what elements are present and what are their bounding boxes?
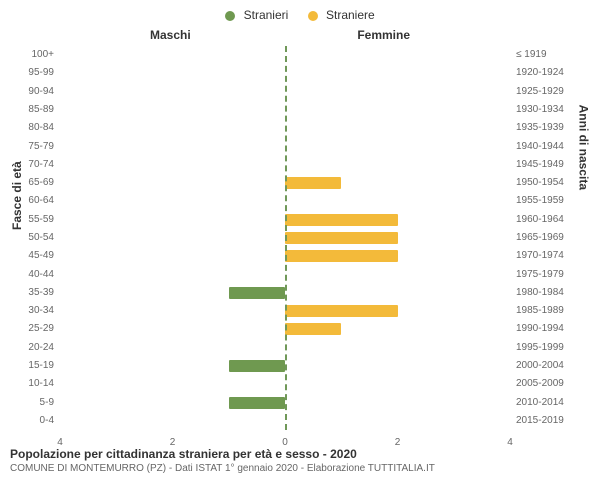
bar-male bbox=[229, 360, 285, 372]
y-tick-birth: 1955-1959 bbox=[510, 196, 596, 206]
y-tick-age: 15-19 bbox=[8, 361, 60, 371]
y-tick-age: 80-84 bbox=[8, 123, 60, 133]
population-pyramid-chart: Stranieri Straniere Maschi Femmine Fasce… bbox=[0, 0, 600, 500]
y-tick-age: 100+ bbox=[8, 50, 60, 60]
y-tick-age: 55-59 bbox=[8, 215, 60, 225]
panel-title-left: Maschi bbox=[150, 28, 191, 42]
y-tick-birth: 1930-1934 bbox=[510, 105, 596, 115]
caption-subtitle: COMUNE DI MONTEMURRO (PZ) - Dati ISTAT 1… bbox=[10, 463, 590, 474]
y-tick-birth: 2015-2019 bbox=[510, 416, 596, 426]
y-tick-age: 10-14 bbox=[8, 379, 60, 389]
legend-swatch-male bbox=[225, 11, 235, 21]
y-tick-birth: 1960-1964 bbox=[510, 215, 596, 225]
y-tick-birth: 1945-1949 bbox=[510, 160, 596, 170]
y-tick-age: 90-94 bbox=[8, 87, 60, 97]
plot-area: 100+≤ 191995-991920-192490-941925-192985… bbox=[60, 46, 510, 430]
y-tick-age: 85-89 bbox=[8, 105, 60, 115]
y-tick-birth: 1980-1984 bbox=[510, 288, 596, 298]
y-tick-age: 5-9 bbox=[8, 398, 60, 408]
bar-female bbox=[285, 305, 398, 317]
y-tick-birth: 2000-2004 bbox=[510, 361, 596, 371]
panel-title-right: Femmine bbox=[357, 28, 410, 42]
y-tick-age: 40-44 bbox=[8, 270, 60, 280]
y-tick-birth: 1925-1929 bbox=[510, 87, 596, 97]
bar-male bbox=[229, 397, 285, 409]
legend-item-male: Stranieri bbox=[225, 8, 288, 22]
y-tick-age: 70-74 bbox=[8, 160, 60, 170]
y-tick-birth: 2005-2009 bbox=[510, 379, 596, 389]
y-tick-birth: 2010-2014 bbox=[510, 398, 596, 408]
bar-female bbox=[285, 250, 398, 262]
legend: Stranieri Straniere bbox=[0, 8, 600, 22]
y-tick-age: 60-64 bbox=[8, 196, 60, 206]
caption-title: Popolazione per cittadinanza straniera p… bbox=[10, 447, 590, 461]
bar-male bbox=[229, 287, 285, 299]
y-tick-birth: 1990-1994 bbox=[510, 324, 596, 334]
bar-female bbox=[285, 177, 341, 189]
y-tick-birth: 1950-1954 bbox=[510, 178, 596, 188]
y-tick-birth: 1940-1944 bbox=[510, 142, 596, 152]
y-tick-birth: 1920-1924 bbox=[510, 68, 596, 78]
y-tick-age: 65-69 bbox=[8, 178, 60, 188]
y-tick-birth: 1970-1974 bbox=[510, 251, 596, 261]
bar-female bbox=[285, 214, 398, 226]
legend-label-male: Stranieri bbox=[244, 8, 289, 22]
caption: Popolazione per cittadinanza straniera p… bbox=[10, 447, 590, 474]
y-tick-birth: 1965-1969 bbox=[510, 233, 596, 243]
y-tick-birth: 1975-1979 bbox=[510, 270, 596, 280]
legend-swatch-female bbox=[308, 11, 318, 21]
bar-female bbox=[285, 323, 341, 335]
bar-female bbox=[285, 232, 398, 244]
legend-item-female: Straniere bbox=[308, 8, 375, 22]
y-tick-age: 30-34 bbox=[8, 306, 60, 316]
y-tick-birth: ≤ 1919 bbox=[510, 50, 596, 60]
y-tick-birth: 1995-1999 bbox=[510, 343, 596, 353]
y-tick-age: 95-99 bbox=[8, 68, 60, 78]
y-tick-age: 45-49 bbox=[8, 251, 60, 261]
y-tick-age: 0-4 bbox=[8, 416, 60, 426]
y-tick-age: 20-24 bbox=[8, 343, 60, 353]
y-tick-birth: 1985-1989 bbox=[510, 306, 596, 316]
y-tick-birth: 1935-1939 bbox=[510, 123, 596, 133]
y-tick-age: 25-29 bbox=[8, 324, 60, 334]
legend-label-female: Straniere bbox=[326, 8, 375, 22]
y-tick-age: 75-79 bbox=[8, 142, 60, 152]
y-tick-age: 50-54 bbox=[8, 233, 60, 243]
y-tick-age: 35-39 bbox=[8, 288, 60, 298]
